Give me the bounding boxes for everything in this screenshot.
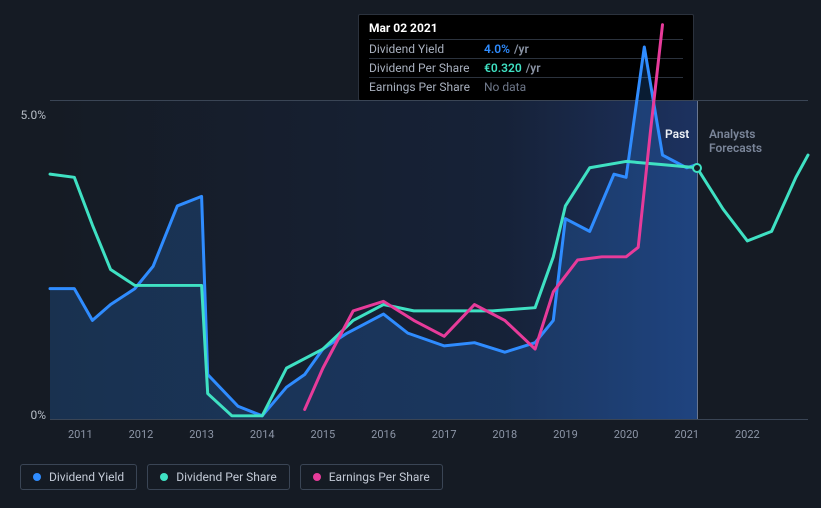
tooltip-nodata: No data xyxy=(484,80,526,94)
plot-area[interactable]: Past Analysts Forecasts xyxy=(50,100,808,420)
legend-label: Dividend Yield xyxy=(49,470,124,484)
tooltip-key: Dividend Per Share xyxy=(369,61,484,75)
tooltip-row: Dividend Per Share€0.320/yr xyxy=(369,58,683,77)
chart-svg xyxy=(50,101,808,419)
tooltip-suffix: /yr xyxy=(526,61,541,75)
tooltip-row: Earnings Per ShareNo data xyxy=(369,77,683,96)
tooltip-key: Earnings Per Share xyxy=(369,80,484,94)
legend-item[interactable]: Earnings Per Share xyxy=(300,464,443,490)
y-tick-max: 5.0% xyxy=(21,108,46,122)
x-tick: 2015 xyxy=(311,428,336,441)
chart-legend: Dividend Yield Dividend Per Share Earnings… xyxy=(20,464,443,490)
x-tick: 2014 xyxy=(250,428,275,441)
x-tick: 2019 xyxy=(553,428,578,441)
x-axis: 2011 2012 2013 2014 2015 2016 2017 2018 2019 2020… xyxy=(50,428,808,448)
tooltip-date: Mar 02 2021 xyxy=(369,21,683,39)
x-tick: 2017 xyxy=(432,428,457,441)
cursor-marker xyxy=(692,163,702,173)
y-axis: 5.0% 0% xyxy=(20,100,50,420)
tooltip-value: €0.320/yr xyxy=(484,61,541,75)
x-tick: 2022 xyxy=(735,428,760,441)
x-tick: 2018 xyxy=(492,428,517,441)
dividend_yield-area xyxy=(50,47,697,419)
x-tick: 2016 xyxy=(371,428,396,441)
x-tick: 2020 xyxy=(614,428,639,441)
tooltip-suffix: /yr xyxy=(514,42,529,56)
tooltip-value: 4.0%/yr xyxy=(484,42,529,56)
legend-dot xyxy=(160,473,168,481)
x-tick: 2021 xyxy=(674,428,699,441)
tooltip-row: Dividend Yield4.0%/yr xyxy=(369,39,683,58)
legend-dot xyxy=(313,473,321,481)
legend-label: Dividend Per Share xyxy=(176,470,277,484)
x-tick: 2012 xyxy=(129,428,154,441)
tooltip-key: Dividend Yield xyxy=(369,42,484,56)
y-tick-min: 0% xyxy=(30,408,46,422)
legend-dot xyxy=(33,473,41,481)
dividend-chart: 5.0% 0% Past Analysts Forecasts 2011 2012… xyxy=(20,100,810,450)
x-tick: 2013 xyxy=(189,428,214,441)
legend-label: Earnings Per Share xyxy=(329,470,430,484)
legend-item[interactable]: Dividend Per Share xyxy=(147,464,290,490)
legend-item[interactable]: Dividend Yield xyxy=(20,464,137,490)
x-tick: 2011 xyxy=(68,428,93,441)
